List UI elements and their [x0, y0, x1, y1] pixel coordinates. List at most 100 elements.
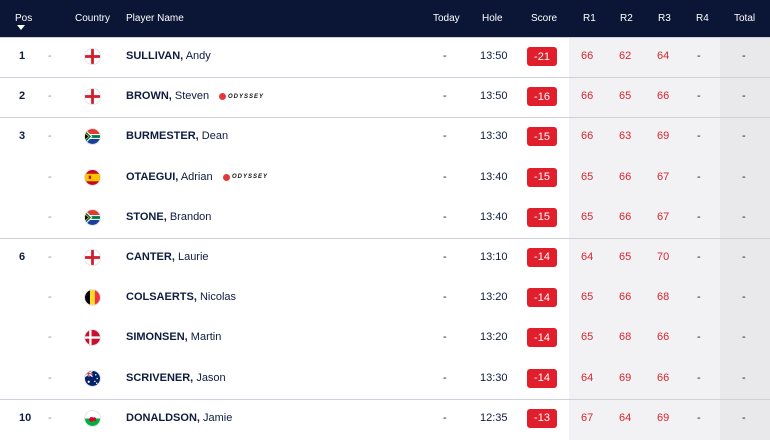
player-first-name: Steven [174, 90, 210, 103]
player-name-link[interactable]: SIMONSEN, Martin [126, 331, 221, 343]
score-badge: -15 [527, 207, 557, 227]
round-2-score: 66 [619, 170, 632, 183]
player-first-name: Jamie [203, 411, 233, 424]
position-movement: - [48, 291, 52, 304]
player-first-name: Nicolas [199, 291, 237, 304]
player-name-link[interactable]: STONE, Brandon [126, 211, 211, 223]
round-3-score: 64 [657, 50, 670, 62]
today-score: - [443, 371, 447, 384]
score-badge: -21 [527, 47, 557, 66]
table-row[interactable]: 10 - DONALDSON, Jamie - 12:35 -13 67 64 69 - - [0, 398, 770, 439]
round-2-score: 68 [619, 331, 632, 344]
england-flag-icon [85, 249, 100, 265]
sponsor-name: ODYSSEY [232, 174, 269, 181]
total-score: - [742, 210, 746, 223]
round-1-score: 65 [581, 291, 594, 304]
player-name-link[interactable]: COLSAERTS, Nicolas [126, 291, 236, 303]
round-4-score: - [697, 130, 701, 143]
tee-time: 13:20 [480, 331, 508, 344]
header-r4: R4 [696, 13, 709, 24]
player-first-name: Jason [196, 371, 226, 384]
position-movement: - [48, 411, 52, 424]
header-country: Country [75, 13, 111, 24]
sort-down-icon[interactable] [17, 25, 25, 30]
header-score: Score [531, 13, 558, 24]
table-row[interactable]: 3 - BURMESTER, Dean - 13:30 -15 66 63 69 - - [0, 117, 770, 157]
table-row[interactable]: - SCRIVENER, Jason - 13:30 -14 64 69 66 - - [0, 359, 770, 399]
position-movement: - [48, 331, 52, 344]
south-africa-flag-icon [85, 129, 100, 145]
score-badge: -14 [527, 368, 557, 388]
total-score: - [742, 411, 746, 424]
round-4-score: - [697, 50, 701, 62]
round-2-score: 64 [619, 411, 632, 424]
player-name-link[interactable]: BROWN, Steven [126, 90, 209, 102]
header-today: Today [433, 13, 460, 24]
round-2-score: 62 [619, 50, 632, 62]
tee-time: 12:35 [480, 411, 508, 424]
round-4-score: - [697, 90, 701, 103]
player-name-link[interactable]: BURMESTER, Dean [126, 130, 228, 142]
tee-time: 13:20 [480, 291, 508, 304]
table-row[interactable]: - COLSAERTS, Nicolas - 13:20 -14 65 66 68 - - [0, 278, 770, 318]
round-2-score: 65 [619, 250, 632, 263]
total-score: - [742, 90, 746, 103]
table-row[interactable]: 6 - CANTER, Laurie - 13:10 -14 64 65 70 - - [0, 237, 770, 278]
tee-time: 13:50 [480, 90, 508, 103]
position-movement: - [48, 170, 52, 183]
table-row[interactable]: 2 - BROWN, Steven ODYSSEY - 13:50 -16 66 65 66 - - [0, 77, 770, 117]
today-score: - [443, 291, 447, 304]
round-4-score: - [697, 331, 701, 344]
sponsor-logo: ODYSSEY [219, 93, 264, 101]
header-pos[interactable]: Pos [15, 13, 33, 24]
round-4-score: - [697, 170, 701, 183]
player-name-link[interactable]: OTAEGUI, Adrian [126, 171, 213, 183]
round-4-score: - [697, 250, 701, 263]
tee-time: 13:30 [480, 371, 508, 384]
round-1-score: 66 [581, 50, 594, 62]
round-1-score: 65 [581, 331, 594, 344]
header-hole: Hole [482, 13, 503, 24]
player-name-link[interactable]: DONALDSON, Jamie [126, 412, 232, 424]
header-r3: R3 [658, 13, 671, 24]
player-name-link[interactable]: SCRIVENER, Jason [126, 372, 226, 384]
spain-flag-icon [85, 169, 100, 185]
table-row[interactable]: 1 - SULLIVAN, Andy - 13:50 -21 66 62 64 - - [0, 37, 770, 77]
player-surname: BROWN, [126, 90, 172, 103]
table-row[interactable]: - STONE, Brandon - 13:40 -15 65 66 67 - - [0, 198, 770, 238]
total-score: - [742, 50, 746, 62]
round-4-score: - [697, 371, 701, 384]
round-1-score: 65 [581, 170, 594, 183]
player-surname: DONALDSON, [126, 411, 200, 424]
player-rows: 1 - SULLIVAN, Andy - 13:50 -21 66 62 64 - - 2 - BROWN… [0, 37, 770, 439]
round-3-score: 69 [657, 130, 670, 143]
round-1-score: 64 [581, 371, 594, 384]
player-name-link[interactable]: SULLIVAN, Andy [126, 50, 211, 62]
round-1-score: 64 [581, 250, 594, 263]
total-score: - [742, 170, 746, 183]
player-surname: SIMONSEN, [126, 331, 188, 344]
sponsor-logo: ODYSSEY [223, 173, 269, 181]
score-badge: -13 [527, 408, 557, 428]
position-movement: - [48, 371, 52, 384]
sponsor-logo-icon [223, 173, 230, 181]
today-score: - [443, 50, 447, 62]
position-movement: - [48, 130, 52, 143]
round-3-score: 66 [657, 90, 670, 103]
position-movement: - [48, 90, 52, 103]
position: 6 [19, 250, 26, 263]
england-flag-icon [85, 89, 100, 105]
player-surname: SCRIVENER, [126, 371, 194, 384]
position: 3 [19, 130, 26, 143]
position: 10 [19, 411, 32, 424]
table-row[interactable]: - OTAEGUI, Adrian ODYSSEY - 13:40 -15 65 66 67 - - [0, 158, 770, 198]
score-badge: -16 [527, 87, 557, 107]
player-name-link[interactable]: CANTER, Laurie [126, 251, 209, 263]
belgium-flag-icon [85, 290, 100, 306]
total-score: - [742, 291, 746, 304]
header-player-name: Player Name [126, 13, 184, 24]
position-movement: - [48, 250, 52, 263]
table-row[interactable]: - SIMONSEN, Martin - 13:20 -14 65 68 66 - - [0, 318, 770, 358]
player-first-name: Brandon [169, 210, 212, 223]
